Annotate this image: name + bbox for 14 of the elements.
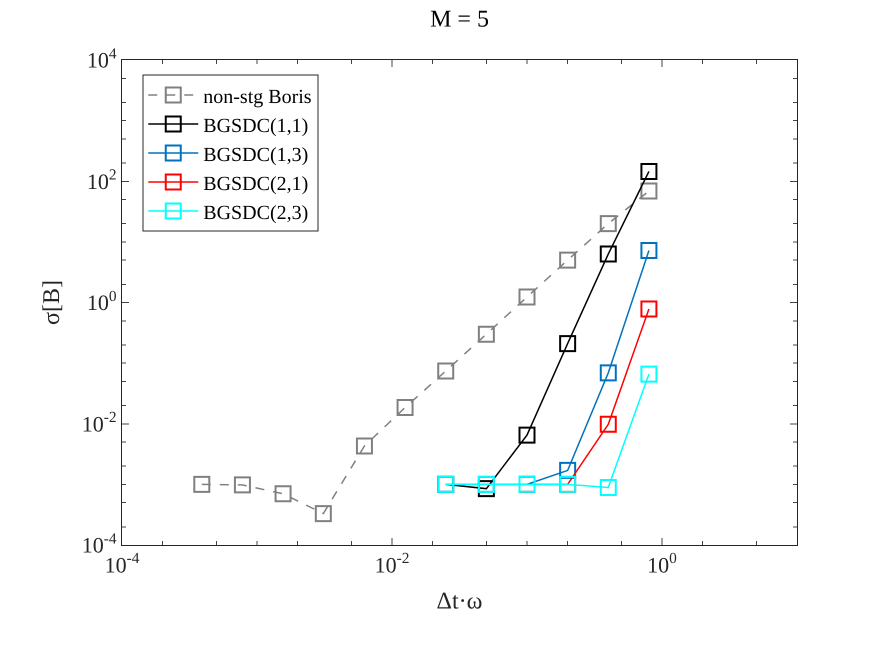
x-axis-title: Δt·ω [436,588,482,615]
chart-title: M = 5 [430,6,489,33]
y-tick-label: 10$^{-2}$ [82,409,117,436]
y-tick-label: 10$^{4}$ [86,45,117,73]
legend-label: BGSDC(2,1) [203,172,308,195]
legend-label: BGSDC(1,1) [203,114,308,137]
y-tick-label: 10$^{0}$ [86,288,117,316]
legend-label: BGSDC(2,3) [203,202,308,224]
x-tick-label: 10$^{-2}$ [374,550,410,578]
x-tick-label: 10$^{0}$ [647,550,678,578]
legend-label: BGSDC(1,3) [203,144,308,166]
legend-label: non-stg Boris [203,86,312,108]
y-axis-title: σ[B] [38,280,65,325]
y-tick-label: 10$^{2}$ [86,166,117,194]
